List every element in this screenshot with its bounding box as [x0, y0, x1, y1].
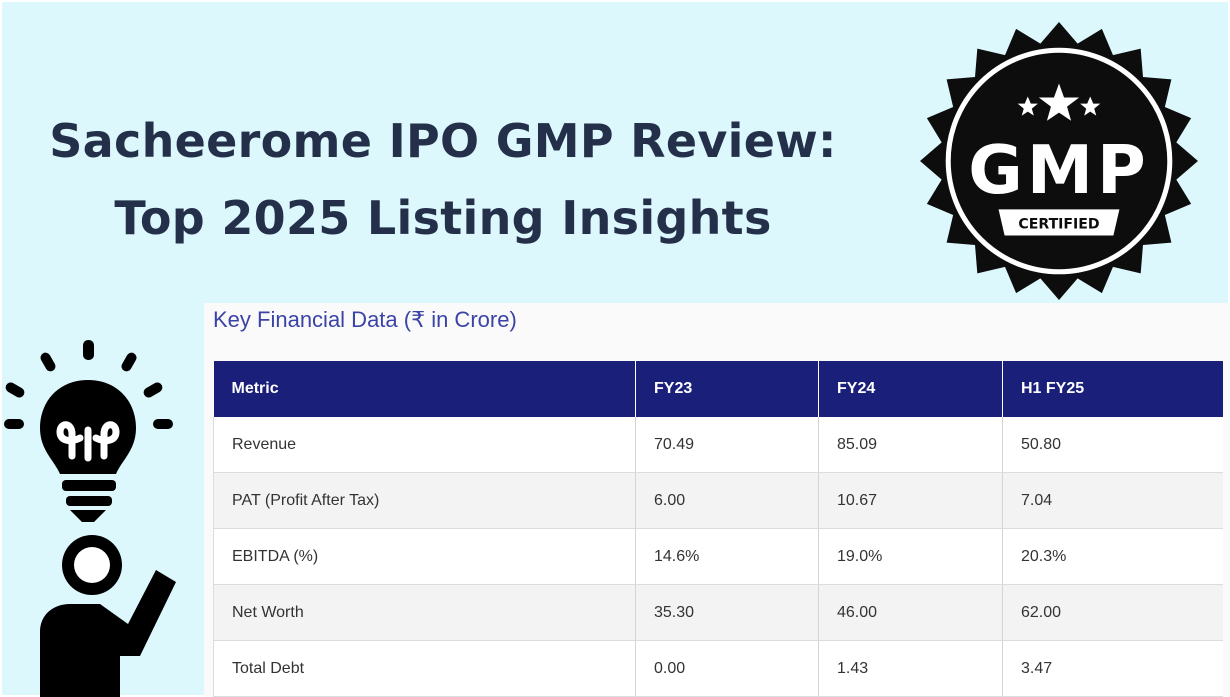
title-line-1: Sacheerome IPO GMP Review: — [49, 113, 837, 168]
title-line-2: Top 2025 Listing Insights — [114, 190, 772, 245]
cell-h1-fy25: 50.80 — [1002, 417, 1223, 473]
row-label: EBITDA (%) — [213, 528, 636, 585]
table-row: Revenue 70.49 85.09 50.80 — [213, 417, 1223, 473]
cell-fy24: 10.67 — [818, 472, 1003, 529]
row-label: PAT (Profit After Tax) — [213, 472, 636, 529]
cell-fy23: 70.49 — [635, 417, 819, 473]
header-metric: Metric — [213, 361, 636, 417]
cell-fy23: 0.00 — [635, 640, 819, 697]
row-label: Revenue — [213, 417, 636, 473]
table-row: Net Worth 35.30 46.00 62.00 — [213, 584, 1223, 641]
cell-fy24: 46.00 — [818, 584, 1003, 641]
cell-h1-fy25: 62.00 — [1002, 584, 1223, 641]
row-label: Net Worth — [213, 584, 636, 641]
lightbulb-idea-person-icon — [4, 340, 176, 697]
financial-data-panel: Key Financial Data (₹ in Crore) Metric F… — [204, 303, 1230, 697]
table-title: Key Financial Data (₹ in Crore) — [213, 307, 517, 332]
badge-text: GMP — [968, 131, 1150, 209]
table-header-row: Metric FY23 FY24 H1 FY25 — [213, 361, 1223, 417]
cell-fy23: 35.30 — [635, 584, 819, 641]
badge-subtext: CERTIFIED — [1018, 216, 1099, 232]
table-row: PAT (Profit After Tax) 6.00 10.67 7.04 — [213, 472, 1223, 529]
cell-fy23: 6.00 — [635, 472, 819, 529]
header-h1-fy25: H1 FY25 — [1002, 361, 1223, 417]
cell-h1-fy25: 3.47 — [1002, 640, 1223, 697]
cell-h1-fy25: 7.04 — [1002, 472, 1223, 529]
cell-fy24: 19.0% — [818, 528, 1003, 585]
page-title: Sacheerome IPO GMP Review: Top 2025 List… — [18, 103, 868, 257]
table-row: EBITDA (%) 14.6% 19.0% 20.3% — [213, 528, 1223, 585]
header-fy23: FY23 — [635, 361, 819, 417]
cell-fy24: 85.09 — [818, 417, 1003, 473]
cell-fy24: 1.43 — [818, 640, 1003, 697]
cell-fy23: 14.6% — [635, 528, 819, 585]
financial-table: Metric FY23 FY24 H1 FY25 Revenue 70.49 8… — [213, 361, 1223, 697]
gmp-certified-seal-icon: GMP CERTIFIED — [920, 22, 1198, 300]
cell-h1-fy25: 20.3% — [1002, 528, 1223, 585]
header-fy24: FY24 — [818, 361, 1003, 417]
table-row: Total Debt 0.00 1.43 3.47 — [213, 640, 1223, 697]
row-label: Total Debt — [213, 640, 636, 697]
